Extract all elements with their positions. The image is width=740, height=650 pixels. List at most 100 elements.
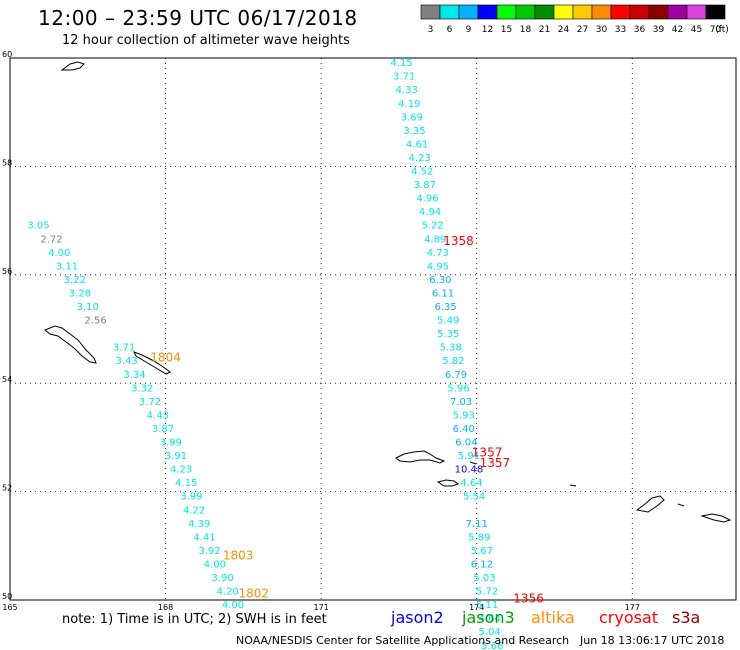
track-cryosat: 4.15 3.71 4.33 4.19 3.69 3.35 4.61 4.23 4.52 3.87… — [390, 58, 543, 650]
wave-height-value: 5.35 — [437, 329, 459, 340]
legend-swatch-6 — [439, 4, 460, 20]
islet-c — [469, 461, 477, 465]
wave-height-value: 5.04 — [479, 627, 501, 638]
color-legend: 3 6 9 12 15 18 21 24 27 30 33 36 39 42 45 70(ft) — [420, 4, 729, 35]
legend-swatch-15 — [496, 4, 517, 20]
wave-height-value: 3.34 — [123, 370, 145, 381]
page-subtitle: 12 hour collection of altimeter wave hei… — [62, 33, 350, 48]
pass-time-label: 1804 — [150, 351, 181, 365]
wave-height-value: 4.64 — [479, 614, 501, 625]
wave-height-value: 6.35 — [434, 302, 456, 313]
legend-swatch-3 — [420, 4, 441, 20]
legend-tick-label: 39 — [653, 25, 665, 35]
page-title: 12:00 – 23:59 UTC 06/17/2018 — [38, 6, 358, 30]
wave-height-value: 5.91 — [458, 451, 480, 462]
wave-height-value: 7.03 — [450, 397, 472, 408]
wave-height-value: 2.72 — [40, 234, 62, 245]
lat-tick-label: 50 — [2, 592, 12, 601]
rat-islands-amchitka — [700, 513, 732, 523]
legend-swatch-12 — [477, 4, 498, 20]
satellite-label-altika: altika — [531, 608, 575, 627]
near-islands-attu — [395, 450, 446, 464]
wave-height-value: 3.90 — [211, 573, 233, 584]
lat-tick-label: 52 — [2, 484, 12, 493]
legend-tick-label: 27 — [577, 25, 588, 35]
lon-tick-label: 168 — [158, 603, 173, 612]
footer-note: note: 1) Time is in UTC; 2) SWH is in fe… — [62, 612, 327, 627]
wave-height-value: 5.72 — [476, 587, 498, 598]
lon-tick-label: 174 — [469, 603, 484, 612]
legend-swatch-70 — [705, 4, 726, 20]
wave-height-value: 4.19 — [398, 99, 420, 110]
legend-tick-label: 42 — [672, 25, 683, 35]
wave-height-value: 3.99 — [180, 492, 202, 503]
wave-height-value: 4.41 — [193, 532, 215, 543]
wave-height-value: 6.04 — [455, 438, 477, 449]
bering-island — [44, 325, 97, 364]
wave-height-value: 5.67 — [471, 546, 493, 557]
track-altika: 3.05 2.72 4.00 3.11 3.22 3.28 3.10 2.56 3.71 3.43… — [27, 221, 269, 611]
lon-tick-label: 171 — [314, 603, 329, 612]
lon-tick-label: 177 — [625, 603, 640, 612]
wave-height-value: 4.15 — [175, 478, 197, 489]
legend-swatch-27 — [572, 4, 593, 20]
satellite-label-cryosat: cryosat — [599, 608, 659, 627]
legend-swatch-30 — [591, 4, 612, 20]
wave-height-value: 5.54 — [463, 492, 485, 503]
kamchatka-coast — [60, 61, 85, 71]
lat-tick-label: 60 — [2, 50, 12, 59]
wave-height-value: 4.43 — [147, 410, 169, 421]
footer-credit: NOAA/NESDIS Center for Satellite Applica… — [236, 634, 570, 647]
wave-height-value: 3.69 — [401, 112, 423, 123]
wave-height-value: 6.12 — [471, 559, 493, 570]
legend-swatch-45 — [686, 4, 707, 20]
wave-height-value: 3.28 — [69, 288, 91, 299]
wave-height-value: 3.87 — [152, 424, 174, 435]
wave-height-value: 4.00 — [222, 600, 244, 611]
wave-height-value: 3.05 — [27, 221, 49, 232]
legend-swatch-42 — [667, 4, 688, 20]
wave-height-value: 3.72 — [139, 397, 161, 408]
wave-height-value: 3.22 — [64, 275, 86, 286]
legend-tick-label: 33 — [615, 25, 626, 35]
pass-time-label: 1802 — [238, 586, 269, 600]
near-islands-agattu — [436, 479, 460, 487]
wave-height-value: 3.91 — [165, 451, 187, 462]
wave-height-value: 3.35 — [403, 126, 425, 137]
wave-height-value: 2.56 — [84, 316, 106, 327]
wave-height-value: 5.82 — [442, 356, 464, 367]
legend-tick-label: 12 — [482, 25, 493, 35]
wave-height-value: 5.11 — [476, 600, 498, 611]
wave-height-value: 7.11 — [466, 519, 488, 530]
pass-time-label: 1803 — [223, 548, 254, 562]
wave-height-value: 3.87 — [414, 180, 436, 191]
legend-tick-label: 30 — [596, 25, 608, 35]
legend-swatch-39 — [648, 4, 669, 20]
wave-height-value: 4.23 — [170, 465, 192, 476]
legend-tick-label: 24 — [558, 25, 570, 35]
legend-tick-label: 3 — [428, 25, 434, 35]
wave-height-value: 4.39 — [188, 519, 210, 530]
lat-tick-label: 56 — [2, 267, 12, 276]
wave-height-value: 5.96 — [447, 383, 469, 394]
wave-height-value: 3.32 — [131, 383, 153, 394]
legend-tick-label: 6 — [447, 25, 453, 35]
wave-height-value: 5.93 — [453, 410, 475, 421]
wave-height-value: 4.95 — [427, 261, 449, 272]
wave-height-value: 10.48 — [455, 465, 484, 476]
legend-tick-label: 36 — [634, 25, 646, 35]
wave-height-value: 3.11 — [56, 261, 78, 272]
wave-height-value: 4.96 — [416, 194, 438, 205]
wave-height-value: 4.52 — [411, 167, 433, 178]
legend-swatch-24 — [553, 4, 574, 20]
rat-islands-kiska — [635, 495, 665, 513]
wave-height-value: 3.71 — [113, 343, 135, 354]
wave-height-value: 4.23 — [409, 153, 431, 164]
coastlines — [44, 61, 732, 523]
wave-height-value: 4.73 — [427, 248, 449, 259]
wave-height-value: 4.22 — [183, 505, 205, 516]
islet-a — [569, 484, 577, 487]
legend-unit-label: (ft) — [715, 25, 729, 35]
legend-tick-label: 18 — [520, 25, 532, 35]
